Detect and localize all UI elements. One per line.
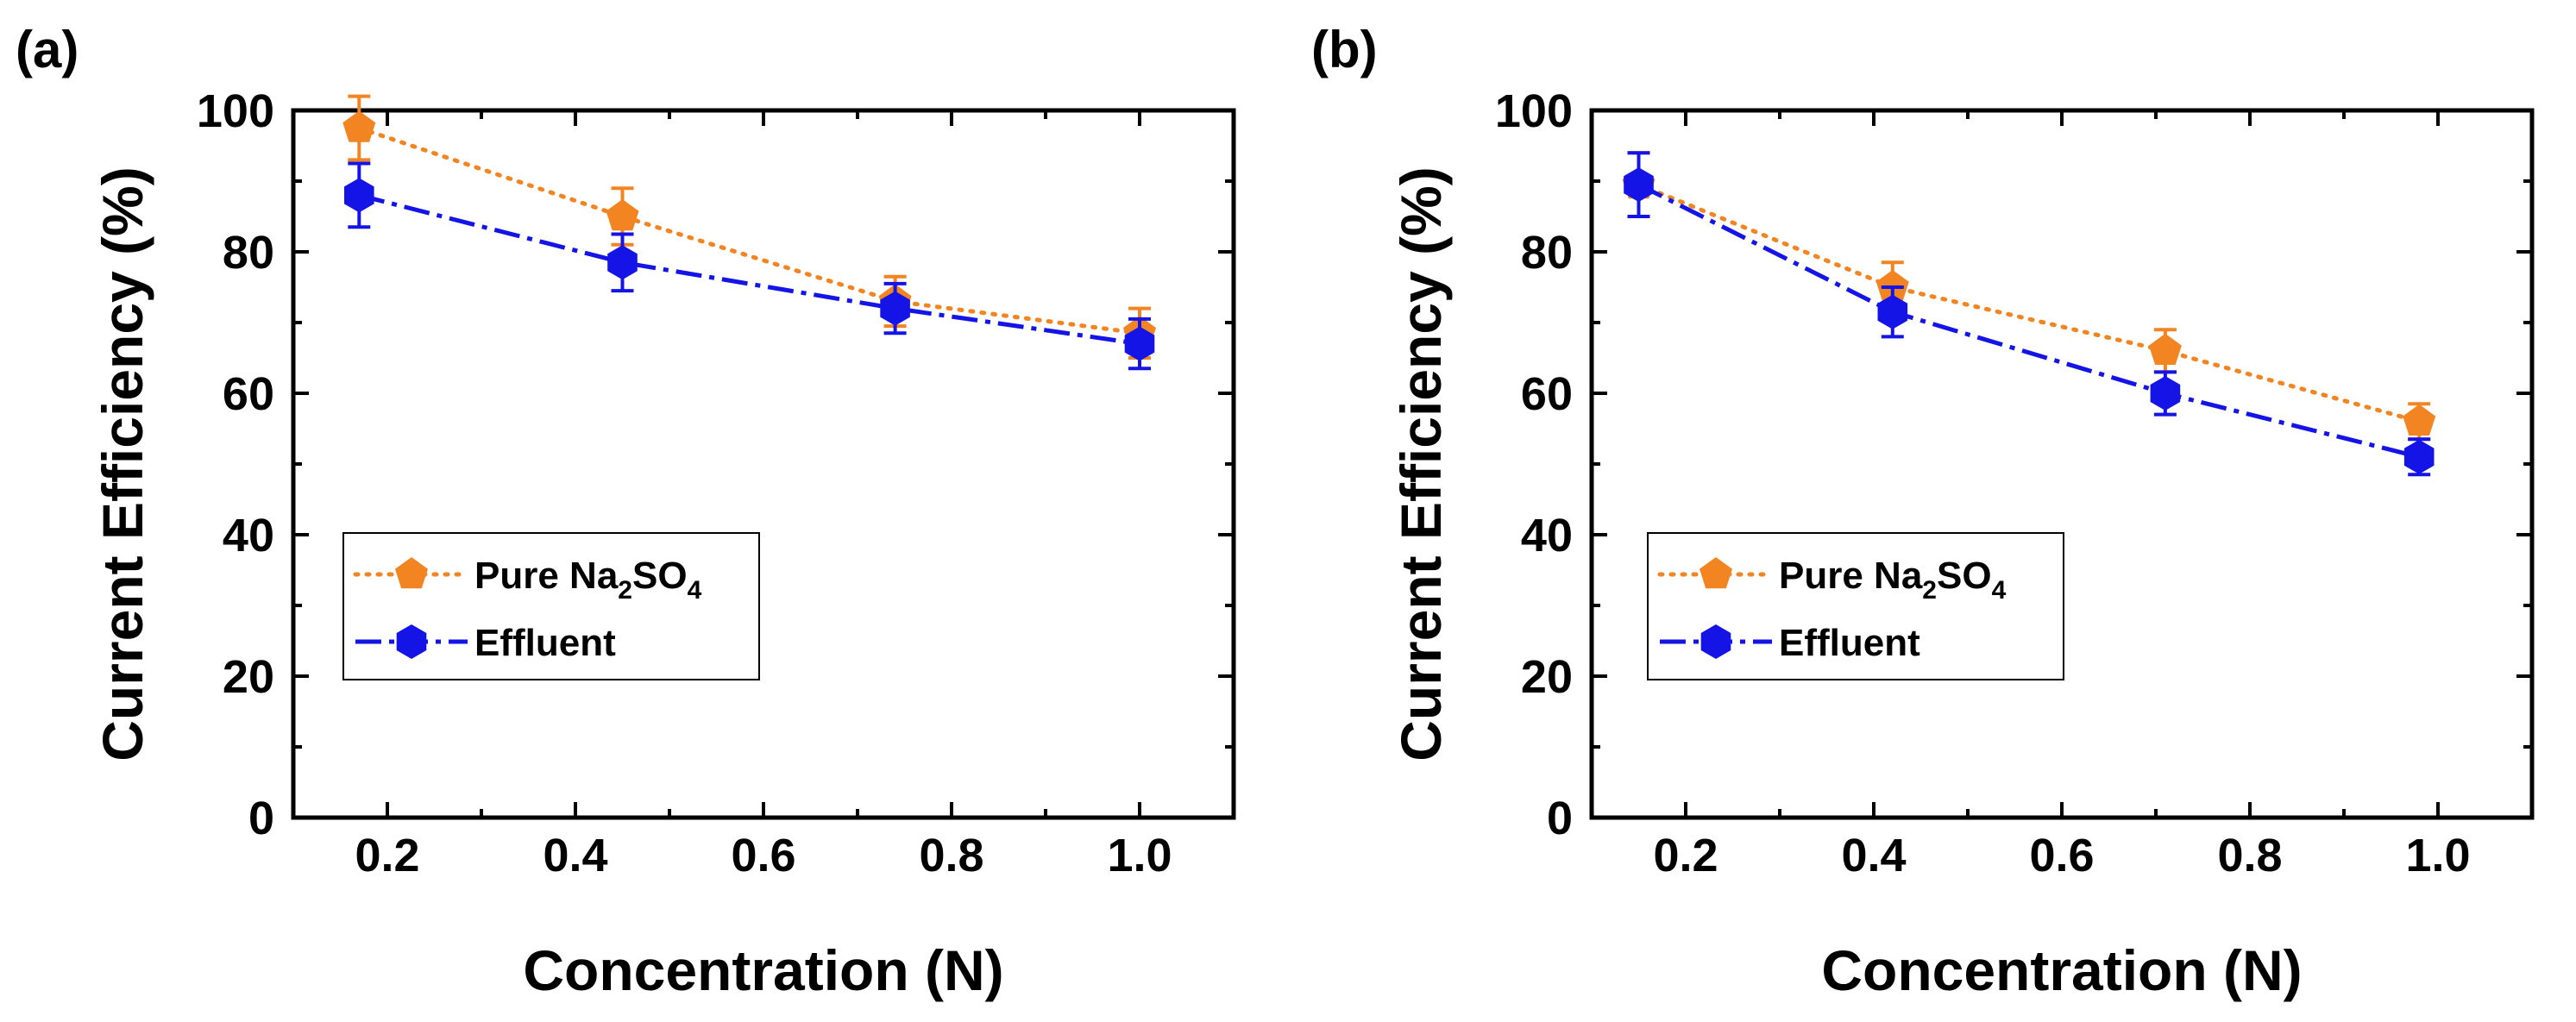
panel-a-x-tick-labels: 0.2 0.4 0.6 0.8 1.0 <box>355 830 1172 881</box>
panel-a-legend-label-pure: Pure Na2SO4 <box>474 555 702 605</box>
panel-a-legend-marker-effluent <box>396 624 427 659</box>
panel-a-effluent-marker <box>607 245 638 280</box>
panel-b-ticks <box>1592 110 2532 818</box>
panel-b-x-axis-title: Concentration (N) <box>1821 938 2302 1002</box>
panel-a-y-tick-label: 20 <box>223 651 274 703</box>
panel-b-series <box>1622 151 2436 477</box>
panel-a-legend-label-effluent: Effluent <box>474 622 616 664</box>
panel-a-series <box>342 94 1156 371</box>
legend-subscript: 4 <box>1992 576 2007 605</box>
panel-b-effluent-marker <box>1624 167 1654 203</box>
panel-b-y-tick-label: 40 <box>1521 510 1573 561</box>
panel-b-pure-marker <box>2148 333 2182 365</box>
panel-b-x-tick-label: 0.6 <box>2029 830 2094 881</box>
panel-b-pure-marker <box>2403 404 2436 436</box>
panel-b-x-tick-label: 0.8 <box>2217 830 2282 881</box>
panel-a-y-tick-label: 0 <box>248 793 274 844</box>
panel-a-y-tick-label: 40 <box>223 510 274 561</box>
panel-a-legend: Pure Na2SO4 Effluent <box>342 532 760 680</box>
panel-b-x-tick-label: 0.2 <box>1653 830 1718 881</box>
panel-a-x-axis-title: Concentration (N) <box>523 938 1003 1002</box>
panel-a-x-tick-label: 0.4 <box>543 830 607 881</box>
panel-a-effluent-marker <box>880 291 910 326</box>
panel-b-legend-marker-effluent <box>1700 624 1731 659</box>
panel-a-label: (a) <box>16 21 79 78</box>
panel-b-pure-line <box>1637 182 2422 424</box>
legend-subscript: 2 <box>618 576 632 605</box>
panel-a-y-tick-label: 80 <box>223 227 274 279</box>
legend-subscript: 4 <box>688 576 702 605</box>
panel-b-effluent-marker <box>2150 376 2181 411</box>
panel-a-legend-marker-pure <box>395 557 428 589</box>
panel-a-plot-frame <box>291 108 1236 820</box>
panel-a-effluent-marker <box>344 178 374 213</box>
legend-label-part: SO <box>1937 555 1992 597</box>
legend-subscript: 2 <box>1922 576 1937 605</box>
panel-a-y-axis-title: Current Efficiency (%) <box>91 166 154 761</box>
panel-b-legend-label-pure: Pure Na2SO4 <box>1779 555 2007 605</box>
panel-b-y-tick-label: 60 <box>1521 368 1573 420</box>
panel-b-x-tick-label: 1.0 <box>2405 830 2470 881</box>
panel-a-y-tick-label: 100 <box>197 85 274 137</box>
panel-a-effluent-line <box>358 192 1140 347</box>
panel-b-y-tick-label: 0 <box>1547 793 1573 844</box>
panel-b-x-tick-labels: 0.2 0.4 0.6 0.8 1.0 <box>1653 830 2470 881</box>
panel-a-pure-marker <box>606 199 639 231</box>
panel-b-effluent-marker <box>1877 294 1908 329</box>
panel-b-y-tick-labels: 0 20 40 60 80 100 <box>1495 85 1573 844</box>
panel-a-y-tick-labels: 0 20 40 60 80 100 <box>197 85 274 844</box>
panel-b-effluent-line <box>1637 182 2420 460</box>
legend-label-part: Pure Na <box>1779 555 1923 597</box>
panel-a-ticks <box>293 110 1234 818</box>
panel-b-plot-frame <box>1589 108 2535 820</box>
panel-b-legend-marker-pure <box>1700 557 1732 589</box>
legend-label-part: SO <box>632 555 688 597</box>
panel-a-x-tick-label: 0.6 <box>731 830 795 881</box>
panel-b-legend: Pure Na2SO4 Effluent <box>1647 532 2064 680</box>
panel-a-x-tick-label: 0.8 <box>919 830 983 881</box>
panel-a-y-tick-label: 60 <box>223 368 274 420</box>
panel-a-pure-line <box>356 126 1142 335</box>
panel-b-y-tick-label: 100 <box>1495 85 1573 137</box>
panel-a-x-tick-label: 1.0 <box>1107 830 1172 881</box>
panel-b-label: (b) <box>1311 21 1378 78</box>
panel-b-y-axis-title: Current Efficiency (%) <box>1389 166 1453 761</box>
panel-a-effluent-marker <box>1124 326 1155 361</box>
panel-a: (a) 0.2 0.4 0.6 0.8 1.0 0 20 40 60 80 10… <box>16 21 1236 1002</box>
panel-a-x-tick-label: 0.2 <box>355 830 419 881</box>
legend-label-part: Pure Na <box>474 555 619 597</box>
panel-b-x-tick-label: 0.4 <box>1841 830 1906 881</box>
panel-a-legend-box <box>342 532 760 680</box>
panel-b-effluent-marker <box>2403 439 2435 474</box>
panel-b: (b) 0.2 0.4 0.6 0.8 1.0 0 20 40 60 80 10… <box>1311 21 2535 1002</box>
panel-a-pure-marker <box>342 110 376 142</box>
panel-b-legend-label-effluent: Effluent <box>1779 622 1920 664</box>
panel-b-y-tick-label: 80 <box>1521 227 1573 279</box>
panel-b-y-tick-label: 20 <box>1521 651 1573 703</box>
